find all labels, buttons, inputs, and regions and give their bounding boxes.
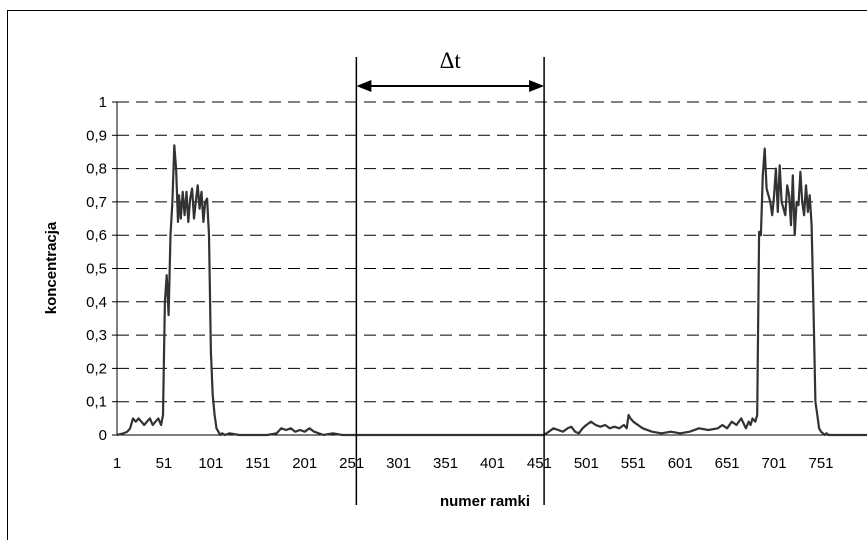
y-tick-label: 0,1 — [86, 394, 107, 411]
y-tick-label: 0,5 — [86, 261, 107, 278]
y-tick-label: 0,7 — [86, 194, 107, 211]
y-tick-label: 0,4 — [86, 294, 107, 311]
y-tick-label: 0,2 — [86, 360, 107, 377]
y-tick-label: 0,8 — [86, 161, 107, 178]
y-tick-label: 0 — [99, 427, 107, 444]
x-tick-label: 1 — [113, 455, 121, 472]
x-tick-labels: 1 51 101 151 201 251 301 351 401 451 501 551 601 651 7… — [113, 455, 834, 472]
series-line — [117, 145, 867, 435]
gridlines — [117, 102, 867, 402]
y-tick-label: 0,3 — [86, 327, 107, 344]
delta-t-label: Δt — [440, 48, 462, 73]
x-tick-label: 501 — [574, 455, 599, 472]
x-tick-label: 301 — [386, 455, 411, 472]
x-tick-label: 751 — [808, 455, 833, 472]
x-tick-label: 201 — [292, 455, 317, 472]
x-tick-label: 451 — [527, 455, 552, 472]
y-tick-labels: 0 0,1 0,2 0,3 0,4 0,5 0,6 0,7 0,8 0,9 1 — [86, 94, 107, 444]
y-axis-label: koncentracja — [43, 221, 60, 314]
y-tick-label: 0,9 — [86, 127, 107, 144]
series-group — [117, 145, 867, 435]
x-tick-label: 251 — [339, 455, 364, 472]
x-tick-label: 401 — [480, 455, 505, 472]
delta-t-arrow-left-head — [356, 80, 371, 92]
x-tick-label: 651 — [715, 455, 740, 472]
x-tick-label: 551 — [621, 455, 646, 472]
y-tick-label: 1 — [99, 94, 107, 111]
y-tick-label: 0,6 — [86, 227, 107, 244]
x-tick-label: 701 — [762, 455, 787, 472]
delta-t-annotation: Δt — [356, 48, 544, 505]
delta-t-arrow-right-head — [529, 80, 544, 92]
x-tick-label: 601 — [668, 455, 693, 472]
x-axis-label: numer ramki — [440, 493, 530, 510]
x-tick-label: 101 — [198, 455, 223, 472]
x-tick-label: 351 — [433, 455, 458, 472]
x-tick-label: 51 — [156, 455, 173, 472]
x-tick-label: 151 — [245, 455, 270, 472]
